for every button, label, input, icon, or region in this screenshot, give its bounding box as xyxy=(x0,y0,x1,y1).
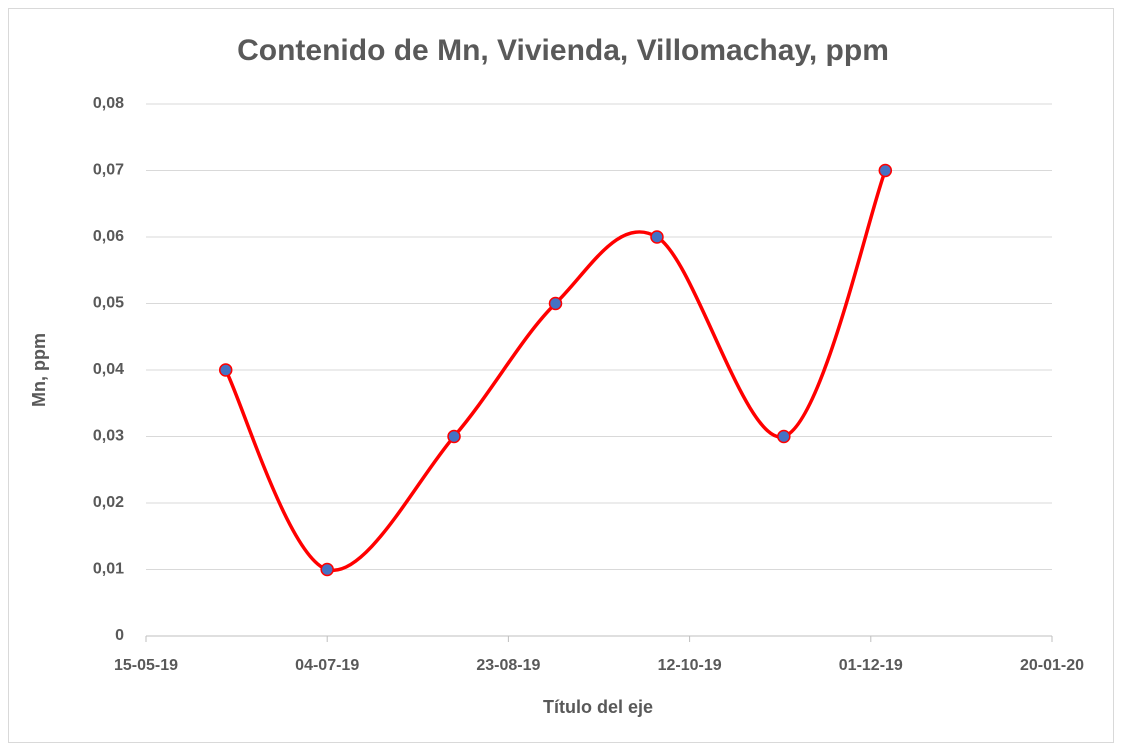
data-point xyxy=(878,163,893,178)
data-point xyxy=(548,296,563,311)
y-tick-label: 0,03 xyxy=(93,428,124,445)
y-tick-label: 0 xyxy=(115,627,124,644)
x-tick-label: 01-12-19 xyxy=(839,657,903,674)
y-tick-label: 0,04 xyxy=(93,361,124,378)
y-tick-label: 0,08 xyxy=(93,95,124,112)
y-tick-label: 0,06 xyxy=(93,228,124,245)
data-point xyxy=(320,562,334,577)
chart-title: Contenido de Mn, Vivienda, Villomachay, … xyxy=(237,34,889,67)
y-tick-label: 0,01 xyxy=(93,561,124,578)
y-tick-label: 0,05 xyxy=(93,295,124,312)
y-tick-label: 0,02 xyxy=(93,494,124,511)
y-tick-label: 0,07 xyxy=(93,162,124,179)
y-axis-title: Mn, ppm xyxy=(29,333,49,407)
chart-border xyxy=(8,8,1114,743)
x-tick-label: 20-01-20 xyxy=(1020,657,1084,674)
data-point xyxy=(777,429,791,444)
data-point xyxy=(447,429,461,444)
x-tick-label: 15-05-19 xyxy=(114,657,178,674)
x-tick-label: 04-07-19 xyxy=(295,657,359,674)
data-point xyxy=(218,363,233,377)
data-point xyxy=(650,230,664,244)
x-axis-title: Título del eje xyxy=(543,697,653,717)
x-tick-label: 23-08-19 xyxy=(476,657,540,674)
x-tick-label: 12-10-19 xyxy=(658,657,722,674)
